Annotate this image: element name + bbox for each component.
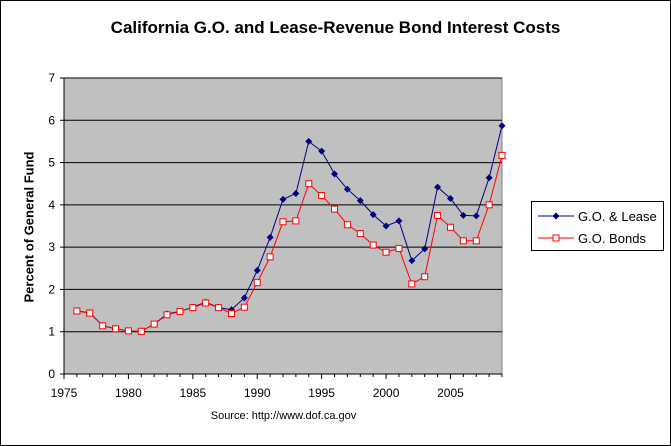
data-point-go-bonds [369,241,377,249]
data-point-go-lease [408,257,416,265]
data-point-go-bonds [124,327,132,335]
y-tick-label: 7 [48,71,55,85]
data-point-go-lease [459,211,467,219]
data-point-go-bonds [240,303,248,311]
legend-swatch-go-lease [538,212,574,220]
x-tick-label: 1995 [308,386,335,400]
data-point-go-bonds [112,325,120,333]
data-point-go-bonds [318,192,326,200]
data-point-go-bonds [73,307,81,315]
data-point-go-bonds [305,180,313,188]
x-tick-label: 2005 [437,386,464,400]
data-point-go-lease [395,217,403,225]
data-point-go-lease [331,170,339,178]
data-point-go-bonds [343,221,351,229]
y-tick-label: 1 [48,325,55,339]
data-point-go-lease [356,197,364,205]
data-point-go-bonds [150,320,158,328]
data-point-go-lease [485,174,493,182]
data-point-go-bonds [395,244,403,252]
x-tick-label: 1975 [51,386,78,400]
y-tick-label: 0 [48,367,55,381]
data-point-go-bonds [472,237,480,245]
y-tick-label: 3 [48,240,55,254]
data-point-go-bonds [408,280,416,288]
legend-swatch-go-bonds [538,234,574,242]
x-tick-label: 2000 [373,386,400,400]
data-point-go-lease [266,233,274,241]
data-point-go-bonds [434,211,442,219]
data-point-go-bonds [137,327,145,335]
chart-title: California G.O. and Lease-Revenue Bond I… [110,18,561,37]
legend-item-go-lease: G.O. & Lease [538,207,657,225]
x-tick-label: 1990 [244,386,271,400]
data-point-go-bonds [266,253,274,261]
data-point-go-bonds [382,248,390,256]
data-point-go-bonds [292,217,300,225]
data-point-go-bonds [253,279,261,287]
data-point-go-lease [305,137,313,145]
source-note: Source: http://www.dof.ca.gov [210,410,357,422]
data-point-go-lease [434,183,442,191]
data-point-go-lease [318,147,326,155]
data-point-go-bonds [498,151,506,159]
data-point-go-lease [279,195,287,203]
data-point-go-bonds [331,205,339,213]
data-point-go-bonds [176,307,184,315]
data-point-go-bonds [202,299,210,307]
y-tick-label: 4 [48,198,55,212]
data-point-go-bonds [485,201,493,209]
data-point-go-lease [292,189,300,197]
data-point-go-lease [446,195,454,203]
data-point-go-bonds [459,237,467,245]
data-point-go-bonds [215,304,223,312]
x-tick-label: 1980 [115,386,142,400]
data-point-go-lease [498,122,506,130]
data-point-go-bonds [163,311,171,319]
data-point-go-bonds [99,322,107,330]
data-point-go-bonds [189,304,197,312]
data-point-go-lease [253,266,261,274]
data-point-go-bonds [227,310,235,318]
y-tick-label: 6 [48,113,55,127]
data-point-go-bonds [86,309,94,317]
data-point-go-bonds [279,218,287,226]
data-point-go-lease [382,222,390,230]
y-tick-label: 2 [48,282,55,296]
data-point-go-bonds [421,273,429,281]
data-point-go-bonds [356,230,364,238]
data-point-go-lease [369,211,377,219]
data-point-go-lease [343,185,351,193]
series-line-go-bonds [76,155,503,332]
y-tick-label: 5 [48,156,55,170]
legend: G.O. & Lease G.O. Bonds [531,201,664,251]
data-point-go-bonds [446,223,454,231]
legend-label-go-lease: G.O. & Lease [578,208,657,224]
data-point-go-lease [240,294,248,302]
data-point-go-lease [472,212,480,220]
x-tick-label: 1985 [179,386,206,400]
data-point-go-lease [421,245,429,253]
legend-label-go-bonds: G.O. Bonds [578,230,646,246]
legend-item-go-bonds: G.O. Bonds [538,229,646,247]
